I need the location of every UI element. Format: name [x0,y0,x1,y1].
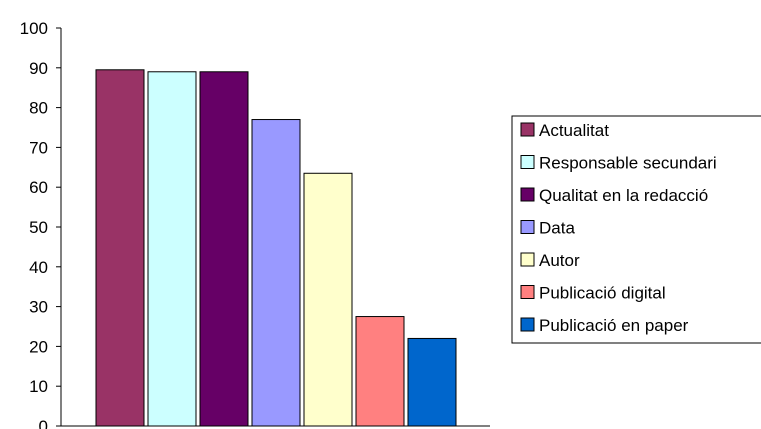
legend-swatch [520,187,535,202]
y-tick-label: 20 [29,337,48,356]
y-tick-label: 50 [29,218,48,237]
legend-frame [511,115,761,344]
legend-swatch [520,317,535,332]
y-tick-label: 60 [29,178,48,197]
bar-autor [303,172,353,427]
legend-label: Actualitat [539,121,609,140]
y-tick-label: 10 [29,377,48,396]
y-tick-label: 0 [39,417,48,429]
bar-data [251,119,301,427]
legend-swatch [520,252,535,267]
legend-swatch [520,155,535,169]
bar-responsable-secundari [147,71,197,427]
legend-label: Publicació en paper [539,316,689,335]
legend-swatch [520,122,535,137]
legend-label: Responsable secundari [539,154,717,173]
y-tick-label: 90 [29,59,48,78]
y-tick-label: 30 [29,298,48,317]
y-ticks: 0 10 20 30 40 50 60 70 80 90 100 [20,19,61,429]
bars [95,69,457,427]
y-tick-label: 100 [20,19,48,38]
y-tick-label: 80 [29,99,48,118]
legend: Actualitat Responsable secundari Qualitat … [511,115,761,344]
bar-qualitat-en-la-redacci- [199,71,249,427]
y-tick-label: 70 [29,138,48,157]
legend-swatch [520,285,535,299]
bar-actualitat [95,69,145,427]
y-tick-label: 40 [29,258,48,277]
bar-publicaci-en-paper [407,337,457,427]
legend-label: Qualitat en la redacció [539,186,708,205]
legend-swatch [520,220,535,234]
legend-label: Autor [539,251,580,270]
legend-label: Publicació digital [539,284,666,303]
bar-publicaci-digital [355,316,405,427]
legend-label: Data [539,219,575,238]
